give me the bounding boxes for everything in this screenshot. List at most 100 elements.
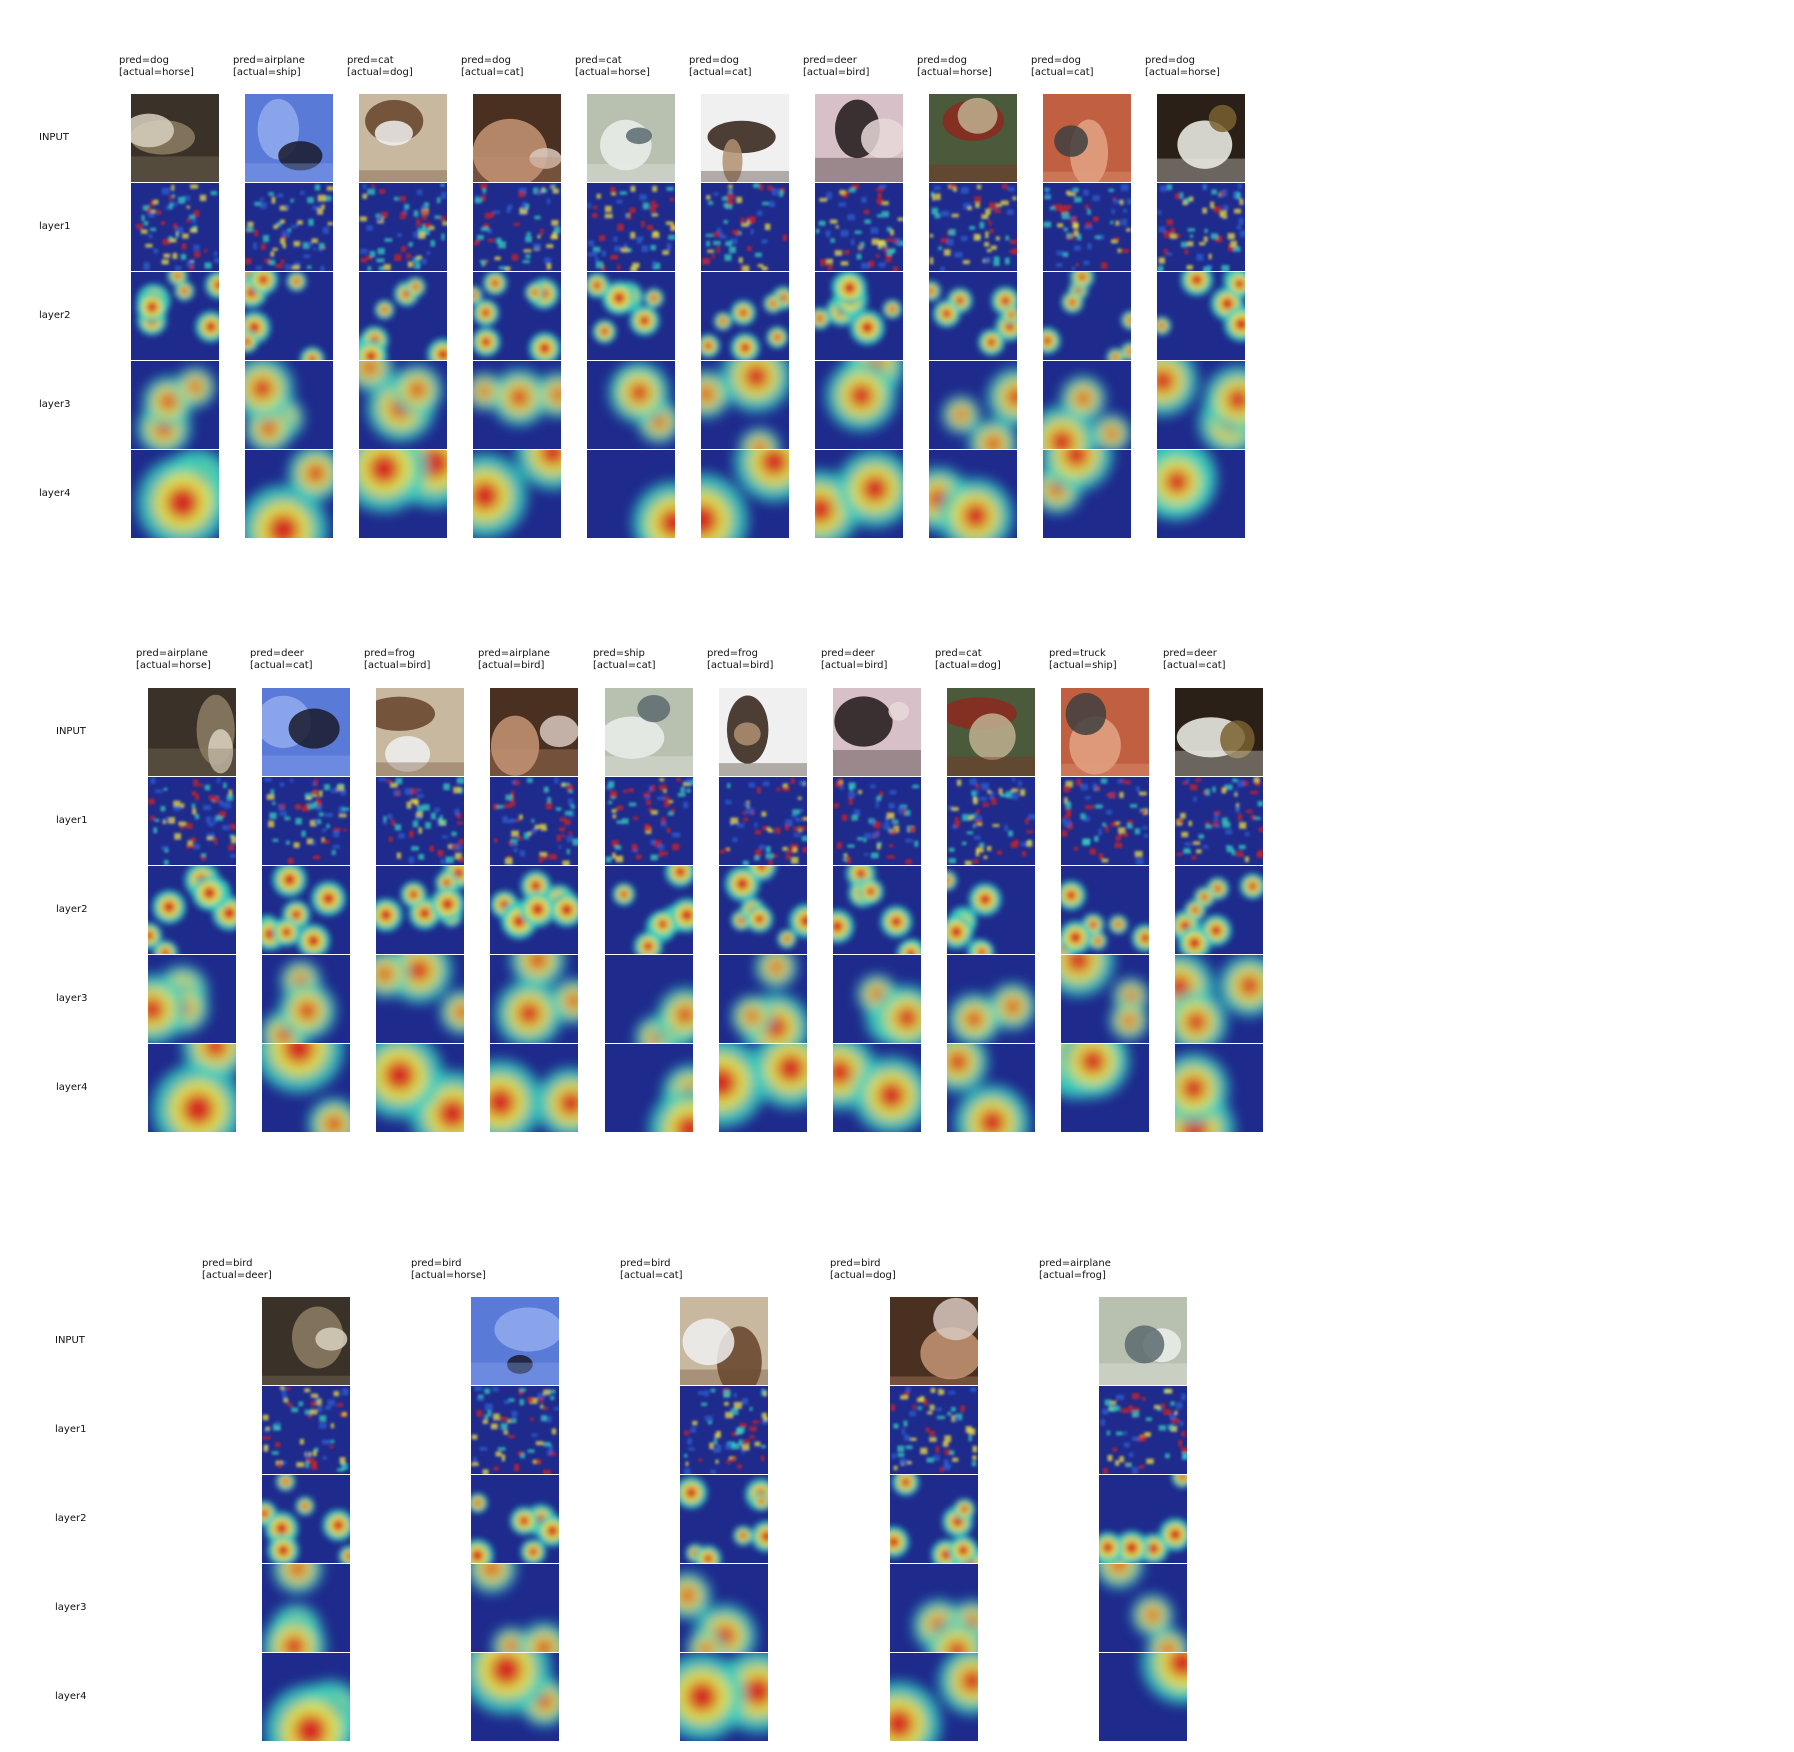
heatmap-layer4 (245, 450, 333, 538)
prediction-label: pred=bird (202, 1258, 253, 1269)
actual-label: [actual=cat] (1163, 660, 1226, 671)
prediction-label: pred=bird (830, 1258, 881, 1269)
heatmap-layer2 (359, 272, 447, 360)
heatmap-layer4 (701, 450, 789, 538)
input-image (376, 688, 464, 776)
input-image (680, 1297, 768, 1385)
heatmap-layer1 (1061, 777, 1149, 865)
heatmap-layer1 (605, 777, 693, 865)
prediction-label: pred=ship (593, 648, 645, 659)
heatmap-layer3 (262, 955, 350, 1043)
prediction-label: pred=cat (935, 648, 982, 659)
panel-caption: pred=cat [actual=dog] (935, 648, 1001, 672)
prediction-label: pred=frog (707, 648, 758, 659)
heatmap-layer4 (262, 1044, 350, 1132)
heatmap-layer1 (473, 183, 561, 271)
heatmap-layer4 (1175, 1044, 1263, 1132)
prediction-label: pred=frog (364, 648, 415, 659)
actual-label: [actual=horse] (1145, 67, 1220, 78)
row-label-layer2: layer2 (39, 310, 71, 321)
heatmap-layer1 (471, 1386, 559, 1474)
input-image (1061, 688, 1149, 776)
heatmap-layer1 (490, 777, 578, 865)
input-image (947, 688, 1035, 776)
heatmap-layer4 (1043, 450, 1131, 538)
panel-caption: pred=bird [actual=horse] (411, 1258, 486, 1282)
heatmap-layer1 (890, 1386, 978, 1474)
row-label-layer4: layer4 (56, 1082, 88, 1093)
input-image (131, 94, 219, 182)
heatmap-layer1 (359, 183, 447, 271)
actual-label: [actual=ship] (233, 67, 301, 78)
row-label-layer1: layer1 (55, 1424, 87, 1435)
heatmap-layer1 (1043, 183, 1131, 271)
actual-label: [actual=cat] (461, 67, 524, 78)
heatmap-layer2 (376, 866, 464, 954)
panel-caption: pred=deer [actual=cat] (1163, 648, 1226, 672)
actual-label: [actual=cat] (250, 660, 313, 671)
heatmap-layer4 (376, 1044, 464, 1132)
heatmap-layer4 (262, 1653, 350, 1741)
panel-caption: pred=bird [actual=cat] (620, 1258, 683, 1282)
heatmap-layer1 (701, 183, 789, 271)
prediction-label: pred=deer (1163, 648, 1217, 659)
input-image (262, 688, 350, 776)
actual-label: [actual=dog] (830, 1270, 896, 1281)
heatmap-layer2 (605, 866, 693, 954)
actual-label: [actual=horse] (411, 1270, 486, 1281)
row-label-layer3: layer3 (56, 993, 88, 1004)
panel-caption: pred=dog [actual=horse] (119, 55, 194, 79)
heatmap-layer2 (262, 866, 350, 954)
prediction-label: pred=deer (803, 55, 857, 66)
panel-caption: pred=frog [actual=bird] (364, 648, 430, 672)
prediction-label: pred=dog (119, 55, 169, 66)
prediction-label: pred=bird (620, 1258, 671, 1269)
actual-label: [actual=horse] (119, 67, 194, 78)
prediction-label: pred=dog (1031, 55, 1081, 66)
prediction-label: pred=truck (1049, 648, 1106, 659)
heatmap-layer4 (473, 450, 561, 538)
heatmap-layer2 (131, 272, 219, 360)
panel-caption: pred=deer [actual=cat] (250, 648, 313, 672)
heatmap-layer4 (471, 1653, 559, 1741)
prediction-label: pred=airplane (478, 648, 550, 659)
row-label-layer3: layer3 (39, 399, 71, 410)
panel-caption: pred=dog [actual=cat] (461, 55, 524, 79)
heatmap-layer2 (262, 1475, 350, 1563)
actual-label: [actual=bird] (364, 660, 431, 671)
row-label-layer2: layer2 (56, 904, 88, 915)
prediction-label: pred=dog (689, 55, 739, 66)
heatmap-layer3 (490, 955, 578, 1043)
actual-label: [actual=deer] (202, 1270, 272, 1281)
actual-label: [actual=cat] (1031, 67, 1094, 78)
actual-label: [actual=horse] (136, 660, 211, 671)
input-image (245, 94, 333, 182)
input-image (1175, 688, 1263, 776)
heatmap-layer3 (833, 955, 921, 1043)
heatmap-layer3 (1043, 361, 1131, 449)
heatmap-layer4 (1157, 450, 1245, 538)
input-image (1043, 94, 1131, 182)
heatmap-layer3 (245, 361, 333, 449)
actual-label: [actual=cat] (620, 1270, 683, 1281)
panel-caption: pred=truck [actual=ship] (1049, 648, 1117, 672)
panel-caption: pred=cat [actual=horse] (575, 55, 650, 79)
actual-label: [actual=cat] (593, 660, 656, 671)
prediction-label: pred=dog (917, 55, 967, 66)
heatmap-layer1 (1157, 183, 1245, 271)
prediction-label: pred=cat (347, 55, 394, 66)
heatmap-layer1 (587, 183, 675, 271)
heatmap-layer3 (471, 1564, 559, 1652)
input-image (148, 688, 236, 776)
heatmap-layer4 (490, 1044, 578, 1132)
panel-caption: pred=frog [actual=bird] (707, 648, 773, 672)
input-image (1099, 1297, 1187, 1385)
heatmap-layer1 (131, 183, 219, 271)
panel-caption: pred=bird [actual=deer] (202, 1258, 272, 1282)
heatmap-layer2 (473, 272, 561, 360)
prediction-label: pred=dog (461, 55, 511, 66)
actual-label: [actual=bird] (707, 660, 774, 671)
heatmap-layer2 (1061, 866, 1149, 954)
input-image (605, 688, 693, 776)
heatmap-layer2 (947, 866, 1035, 954)
